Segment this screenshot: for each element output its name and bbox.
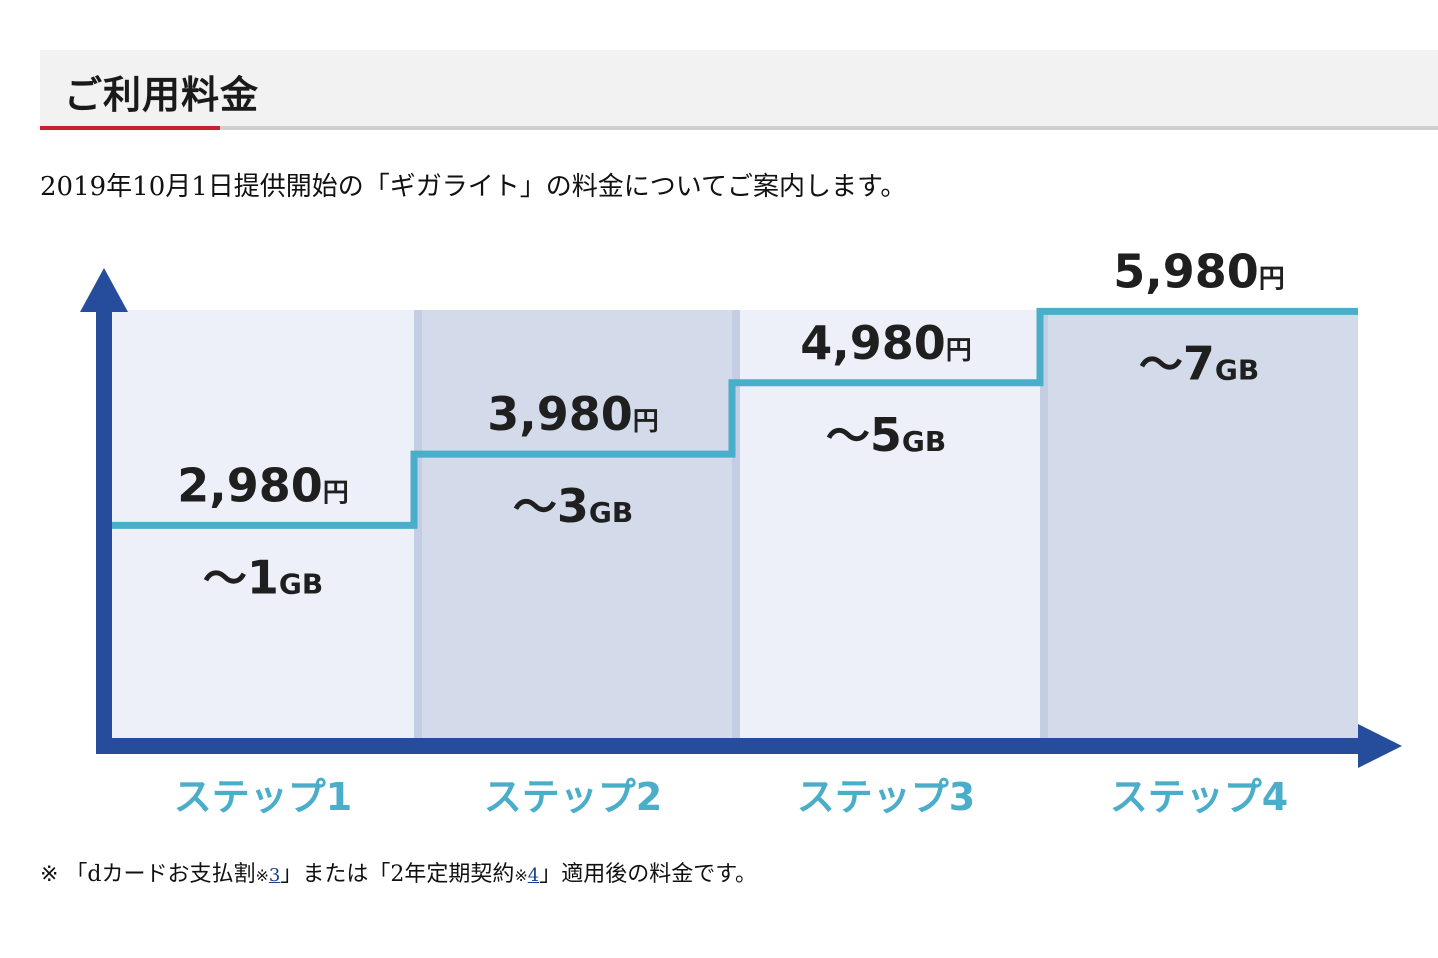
data-cap-label: 〜3GB	[513, 479, 633, 533]
footnote-middle: 」または「2年定期契約	[280, 862, 515, 887]
footnote-mark-1: ※	[255, 866, 269, 885]
step-panel	[732, 310, 1040, 738]
data-cap-number: 5	[870, 408, 902, 462]
footnote-suffix: 」適用後の料金です。	[539, 862, 758, 887]
header-accent-bar	[40, 126, 220, 130]
step-panel	[1040, 310, 1358, 738]
step-panel-divider	[1040, 310, 1048, 738]
price-label: 2,980円	[177, 458, 349, 512]
price-unit: 円	[1259, 264, 1285, 294]
price-unit: 円	[633, 407, 659, 437]
step-panel-divider	[414, 310, 422, 738]
x-axis-arrowhead	[1358, 724, 1402, 768]
data-cap-number: 1	[247, 550, 279, 604]
price-number: 4,980	[800, 316, 946, 370]
x-axis-line	[96, 738, 1366, 754]
x-tick-label: ステップ3	[797, 775, 975, 819]
y-axis-arrowhead	[80, 268, 128, 312]
footnote-prefix: ※ 「dカードお支払割	[40, 862, 256, 887]
price-number: 3,980	[487, 387, 633, 441]
data-cap-prefix: 〜	[1139, 339, 1183, 390]
data-cap-unit: GB	[589, 496, 633, 529]
price-number: 2,980	[177, 458, 323, 512]
price-number: 5,980	[1113, 244, 1259, 298]
intro-text: 2019年10月1日提供開始の「ギガライト」の料金についてご案内します。	[40, 172, 907, 202]
footnote: ※ 「dカードお支払割※3」または「2年定期契約※4」適用後の料金です。	[40, 856, 757, 888]
data-cap-prefix: 〜	[513, 482, 557, 533]
data-cap-unit: GB	[279, 567, 323, 600]
step-panel	[414, 310, 732, 738]
data-cap-unit: GB	[902, 425, 946, 458]
price-unit: 円	[323, 478, 349, 508]
price-label: 4,980円	[800, 316, 972, 370]
page-title: ご利用料金	[64, 72, 260, 117]
footnote-mark-2: ※	[514, 866, 528, 885]
data-cap-label: 〜1GB	[203, 550, 323, 604]
chart-axes	[80, 268, 1402, 768]
data-cap-prefix: 〜	[203, 553, 247, 604]
x-tick-label: ステップ4	[1110, 775, 1288, 819]
pricing-step-chart: 2,980円〜1GBステップ13,980円〜3GBステップ24,980円〜5GB…	[80, 244, 1402, 819]
y-axis-line	[96, 300, 112, 754]
price-label: 3,980円	[487, 387, 659, 441]
section-header: ご利用料金	[40, 50, 1438, 130]
x-tick-label: ステップ2	[484, 775, 662, 819]
data-cap-number: 7	[1183, 336, 1215, 390]
data-cap-label: 〜5GB	[826, 408, 946, 462]
chart-labels: 2,980円〜1GBステップ13,980円〜3GBステップ24,980円〜5GB…	[174, 244, 1288, 819]
data-cap-unit: GB	[1215, 353, 1259, 386]
price-label: 5,980円	[1113, 244, 1285, 298]
data-cap-label: 〜7GB	[1139, 336, 1259, 390]
data-cap-prefix: 〜	[826, 411, 870, 462]
footnote-ref-link-3[interactable]: 3	[268, 865, 281, 886]
footnote-ref-link-4[interactable]: 4	[527, 865, 540, 886]
step-panel-divider	[732, 310, 740, 738]
price-step-line	[112, 307, 1358, 529]
price-unit: 円	[946, 336, 972, 366]
data-cap-number: 3	[557, 479, 589, 533]
x-tick-label: ステップ1	[174, 775, 352, 819]
